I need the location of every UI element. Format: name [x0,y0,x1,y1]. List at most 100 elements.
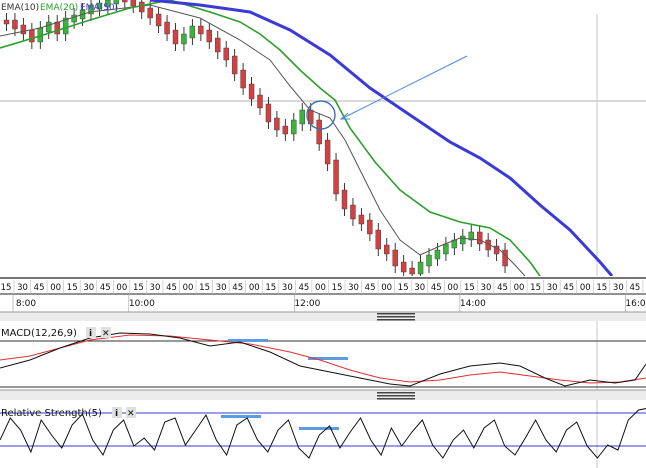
tick-label: 15 [1,283,12,293]
candle-body [400,261,407,273]
tick-label: 30 [613,283,624,293]
candle-body [426,254,432,267]
tick-label: 30 [547,283,558,293]
candle-body [384,244,390,255]
candle-body [265,103,272,123]
candle-body [350,204,356,220]
candle-body [460,235,466,245]
rsi-title: Relative Strength(5) [1,408,102,419]
macd-panel[interactable]: MACD(12,26,9) i ✕ [0,327,646,388]
splitter-bar [0,390,646,400]
annotation-circle[interactable] [306,100,336,130]
candle-body [324,139,331,165]
candle-body [46,21,52,33]
candle-body [3,19,10,25]
tick-label: 30 [17,283,28,293]
rsi-line [0,408,646,459]
macd-line [0,332,646,387]
tick-label: 30 [481,283,492,293]
close-icon-glyph: ✕ [127,409,135,419]
candle-body [147,7,153,19]
tick-label: 30 [83,283,94,293]
macd-highlight-2 [308,357,348,360]
tick-label: 00 [514,283,525,293]
candle-body [96,2,103,10]
hour-label: 8:00 [16,299,36,309]
ema20-line [0,0,541,277]
info-icon-glyph: i [115,409,118,419]
indicator-legend: EMA(10) EMA(20) EMA(50) [1,3,118,13]
candle-body [231,55,238,75]
legend-ema20: EMA(20) [40,3,78,13]
price-label-box [541,0,598,14]
time-axis: 15 30 45 00 15 30 45 00 15 30 45 00 15 30 45 00 15 30 45 00… [0,276,646,312]
candle-body [477,231,483,245]
macd-close-icon[interactable]: ✕ [101,327,111,339]
candle-body [375,229,381,250]
tick-label: 45 [431,283,442,293]
macd-info-icon[interactable]: i [86,327,96,339]
tick-label: 45 [34,283,45,293]
candle-body [138,1,145,13]
candle-body [316,119,322,145]
candle-body [215,37,221,53]
candle-body [358,214,365,225]
candle-body [468,231,474,241]
rsi-close-icon[interactable]: ✕ [126,407,136,419]
close-icon-bg [126,407,136,418]
annotation-arrow-line[interactable] [340,55,468,120]
tick-label: 30 [414,283,425,293]
tick-label: 00 [116,283,127,293]
candle-body [502,249,508,267]
tick-label: 15 [398,283,409,293]
tick-label: 00 [381,283,392,293]
tick-label: 15 [133,283,144,293]
candle-body [189,25,196,39]
candle-body [172,29,179,45]
candlesticks [3,0,508,281]
candle-body [71,14,77,23]
candle-body [417,261,424,275]
candle-body [274,117,280,131]
hour-label: 10:00 [129,299,155,309]
tick-label: 00 [183,283,194,293]
annotation-arrow-head [339,112,350,120]
panel-splitter-macd-rsi[interactable] [0,389,646,400]
legend-ema50: EMA(50) [80,3,118,13]
candle-body [12,19,18,30]
close-icon-glyph: ✕ [102,329,110,339]
candle-body [155,13,162,27]
hour-labels: 8:00 10:00 12:00 14:00 16:00 [12,294,646,312]
hour-label: 16:00 [625,299,646,309]
candle-body [282,125,289,135]
tick-label: 30 [216,283,227,293]
splitter-bar [0,312,646,321]
candle-body [291,119,297,135]
tick-label: 15 [332,283,343,293]
splitter-grip-1 [377,313,415,315]
rsi-highlight-2 [299,427,339,430]
candle-body [122,0,128,3]
panel-splitter-price-macd[interactable] [0,311,646,321]
tick-label: 15 [596,283,607,293]
candle-body [105,0,111,8]
candle-body [333,159,339,195]
macd-signal-line [0,334,646,384]
candle-body [299,109,305,125]
splitter-grip-1 [377,392,415,394]
candle-body [113,0,120,5]
price-panel-bg [0,0,646,276]
tick-label: 45 [629,283,640,293]
close-icon-bg [101,327,111,338]
candle-body [443,243,449,255]
rsi-info-icon[interactable]: i [112,407,122,419]
candle-body [409,267,415,275]
candle-body [198,25,204,35]
candle-body [29,29,35,43]
candle-body [130,0,136,7]
rsi-panel[interactable]: Relative Strength(5) i ✕ [0,407,646,459]
candle-body [341,189,348,210]
candle-body [434,249,441,260]
